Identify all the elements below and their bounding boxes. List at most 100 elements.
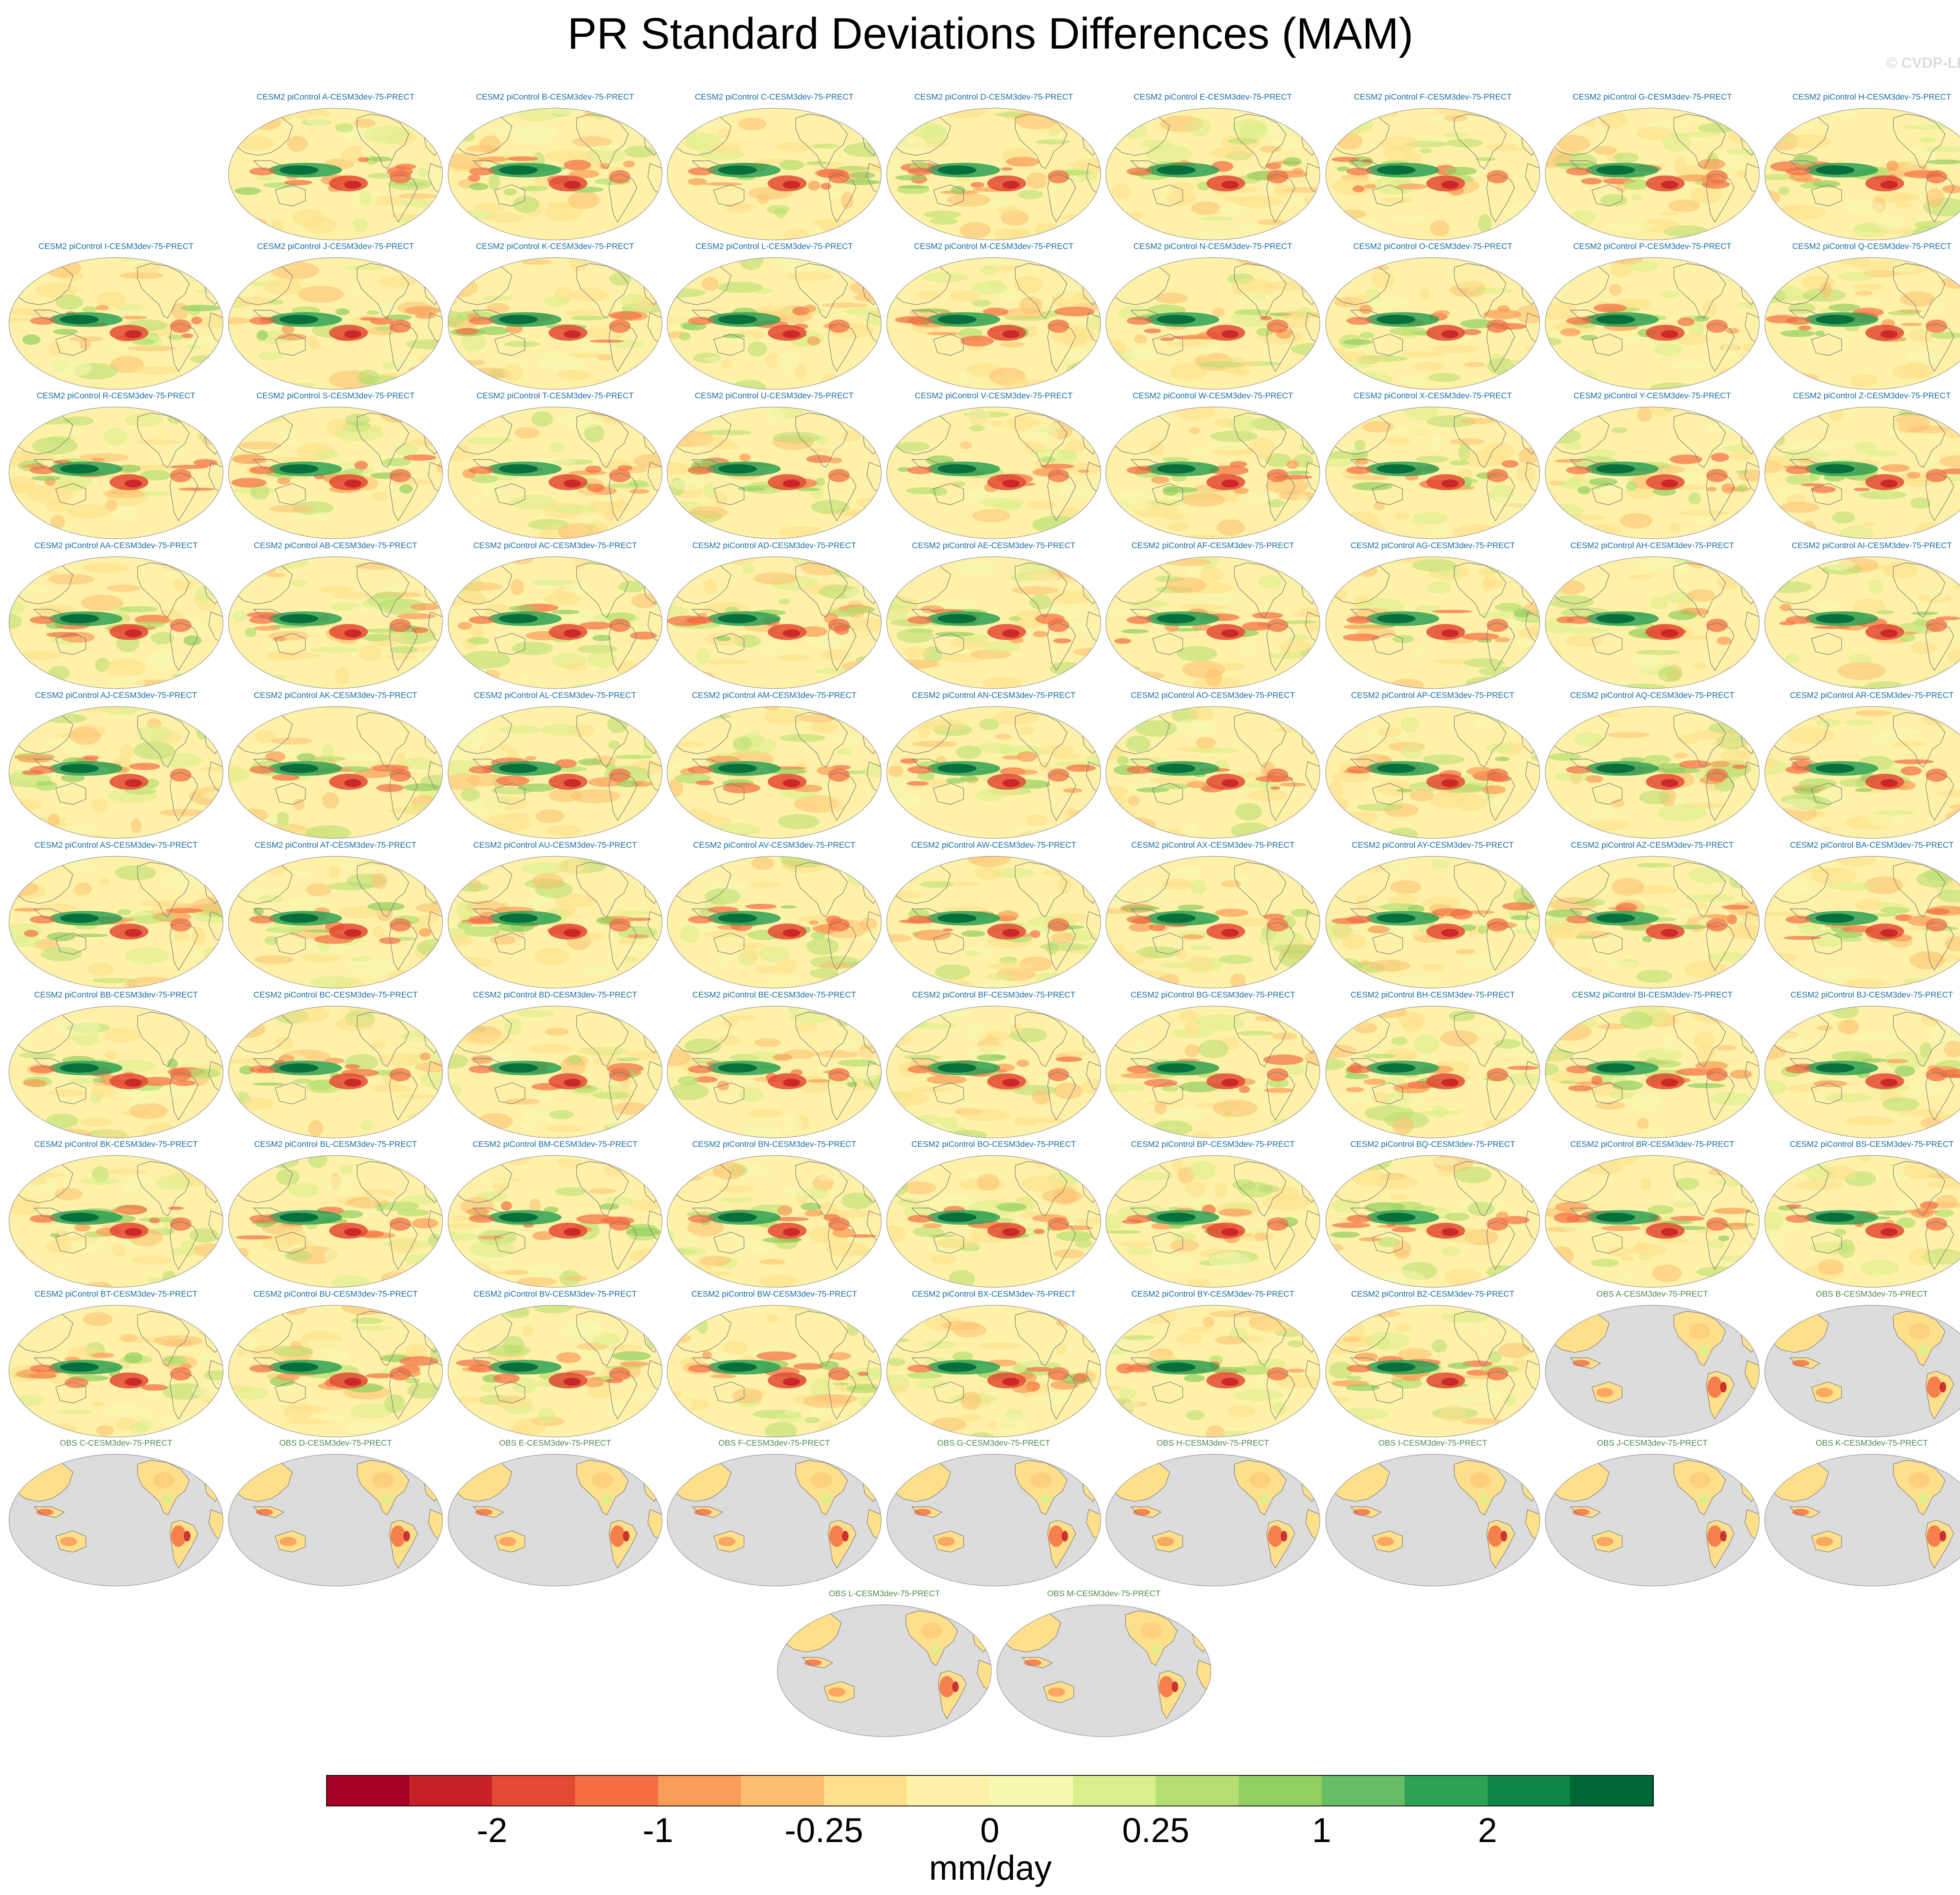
anomaly-blob — [335, 123, 354, 133]
equatorial-core — [718, 314, 757, 324]
dry-anomaly — [249, 916, 275, 924]
anomaly-blob — [849, 171, 875, 179]
anomaly-blob — [538, 353, 583, 371]
anomaly-blob — [1938, 889, 1960, 903]
anomaly-blob — [129, 763, 160, 770]
dry-core — [564, 480, 581, 488]
anomaly-blob — [1369, 959, 1410, 972]
anomaly-blob — [310, 512, 333, 521]
model-map — [1764, 706, 1960, 839]
anomaly-blob — [1782, 798, 1817, 812]
coastline — [1267, 473, 1295, 521]
anomaly-blob — [1815, 826, 1832, 834]
anomaly-blob — [146, 1088, 195, 1096]
anomaly-blob — [1679, 510, 1730, 516]
equatorial-core — [718, 464, 757, 474]
anomaly-blob — [820, 303, 869, 308]
dry-core — [783, 480, 800, 488]
anomaly-blob — [168, 1283, 181, 1287]
anomaly-blob — [1428, 524, 1450, 534]
anomaly-blob — [1326, 560, 1347, 568]
coastline — [138, 563, 189, 617]
anomaly-blob — [691, 436, 734, 448]
anomaly-blob — [779, 734, 826, 742]
anomaly-blob — [578, 758, 602, 766]
anomaly-blob — [66, 503, 112, 519]
anomaly-blob — [699, 1255, 731, 1266]
anomaly-blob — [1142, 1159, 1161, 1165]
dry-core — [1880, 181, 1898, 189]
dry-anomaly — [1047, 319, 1069, 333]
equatorial-core — [1157, 1212, 1196, 1222]
anomaly-blob — [178, 520, 208, 535]
coastline — [275, 334, 305, 355]
anomaly-blob — [1419, 148, 1432, 154]
anomaly-blob — [1512, 928, 1540, 935]
panel-label: CESM2 piControl A-CESM3dev-75-PRECT — [256, 93, 415, 102]
anomaly-blob — [1553, 211, 1571, 229]
anomaly-blob — [1223, 196, 1247, 203]
coastline — [1811, 633, 1842, 654]
anomaly-blob — [817, 1176, 839, 1181]
anomaly-blob — [9, 963, 25, 968]
anomaly-blob — [1936, 790, 1960, 797]
model-map — [448, 257, 662, 390]
dry-core — [125, 929, 142, 937]
anomaly-blob — [862, 269, 881, 280]
coastline — [1790, 609, 1820, 620]
anomaly-blob — [288, 580, 307, 587]
anomaly-blob — [1354, 440, 1366, 451]
coastline — [933, 483, 964, 505]
dry-core — [125, 779, 142, 787]
anomaly-blob — [256, 707, 268, 714]
anomaly-blob — [518, 783, 557, 792]
anomaly-blob — [1269, 313, 1292, 316]
equatorial-core — [1157, 165, 1196, 175]
map-panel: CESM2 piControl I-CESM3dev-75-PRECT — [6, 242, 226, 391]
anomaly-blob — [1331, 770, 1372, 783]
anomaly-blob — [1363, 1079, 1386, 1085]
anomaly-blob — [1336, 363, 1370, 369]
map-panel: CESM2 piControl AL-CESM3dev-75-PRECT — [445, 691, 665, 840]
anomaly-blob — [1387, 894, 1419, 906]
anomaly-blob — [1328, 974, 1350, 988]
panel-label: CESM2 piControl E-CESM3dev-75-PRECT — [1134, 93, 1292, 102]
anomaly-blob — [1036, 139, 1071, 145]
anomaly-blob — [398, 193, 437, 199]
equatorial-core — [60, 464, 99, 474]
anomaly-blob — [510, 494, 557, 511]
dry-core — [1002, 1228, 1020, 1236]
coastline — [170, 772, 198, 820]
dry-core — [1661, 330, 1678, 338]
dry-anomaly — [1347, 167, 1372, 176]
anomaly-blob — [682, 516, 704, 532]
anomaly-blob — [448, 819, 462, 832]
anomaly-blob — [903, 647, 931, 658]
anomaly-blob — [1773, 856, 1823, 860]
anomaly-blob — [703, 579, 718, 594]
anomaly-blob — [1546, 584, 1563, 596]
anomaly-blob — [305, 825, 351, 838]
model-map — [1105, 257, 1320, 390]
model-map — [1325, 1155, 1540, 1288]
anomaly-blob — [744, 945, 759, 964]
anomaly-blob — [855, 113, 881, 126]
anomaly-blob — [417, 521, 434, 537]
anomaly-blob — [379, 937, 401, 944]
anomaly-blob — [1145, 144, 1192, 163]
map-panel: CESM2 piControl AS-CESM3dev-75-PRECT — [6, 841, 226, 990]
model-map — [886, 706, 1101, 839]
anomaly-blob — [1063, 788, 1082, 793]
anomaly-blob — [1326, 414, 1341, 422]
anomaly-blob — [1658, 667, 1682, 682]
anomaly-blob — [520, 185, 548, 192]
anomaly-blob — [469, 499, 486, 506]
anomaly-blob — [1454, 1166, 1492, 1183]
anomaly-blob — [1254, 1014, 1303, 1022]
anomaly-blob — [1555, 459, 1583, 463]
anomaly-blob — [151, 914, 176, 921]
anomaly-blob — [1029, 594, 1052, 610]
coastline — [1926, 922, 1954, 970]
anomaly-blob — [1780, 502, 1820, 513]
anomaly-blob — [1547, 712, 1563, 724]
